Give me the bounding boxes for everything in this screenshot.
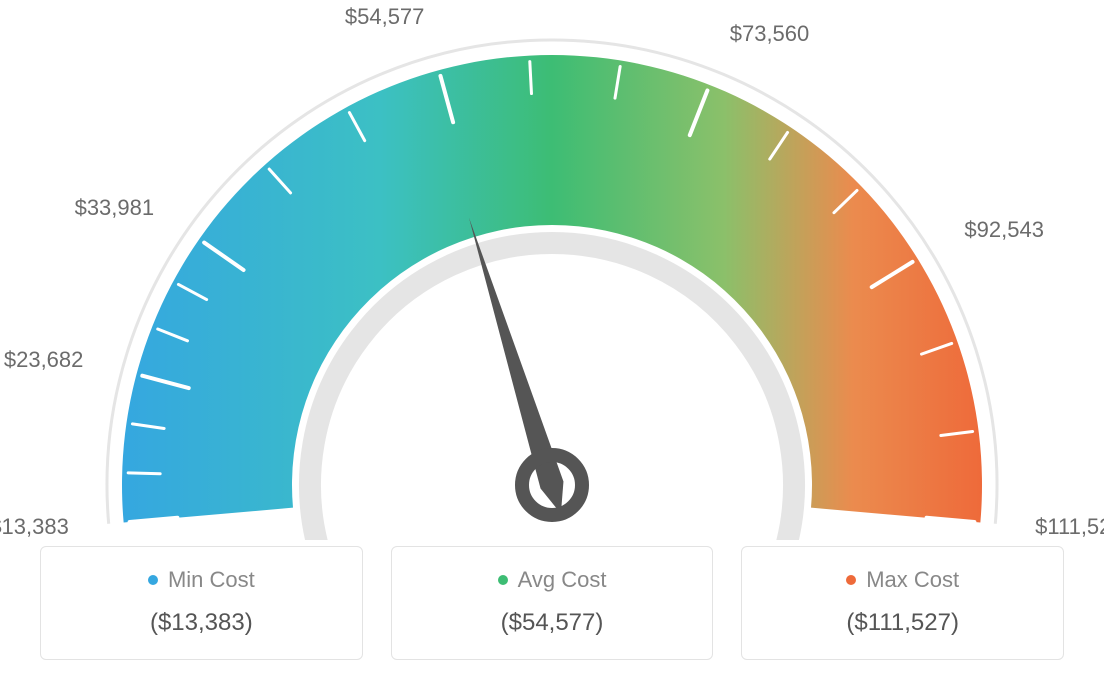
- gauge-tick-label: $111,527: [1035, 514, 1104, 540]
- legend-card-min: Min Cost ($13,383): [40, 546, 363, 660]
- legend-value-avg: ($54,577): [402, 609, 703, 637]
- legend-title-text: Min Cost: [168, 567, 255, 593]
- legend-title-text: Avg Cost: [518, 567, 607, 593]
- gauge-tick-label: $92,543: [964, 217, 1044, 243]
- legend-title-avg: Avg Cost: [498, 567, 607, 593]
- legend-title-min: Min Cost: [148, 567, 255, 593]
- gauge-chart-container: $13,383 $23,682 $33,981 $54,577 $73,560 $92,5…: [0, 0, 1104, 690]
- legend-value-max: ($111,527): [752, 609, 1053, 637]
- gauge: $13,383 $23,682 $33,981 $54,577 $73,560 $92,5…: [0, 0, 1104, 540]
- legend-value-min: ($13,383): [51, 609, 352, 637]
- legend-title-max: Max Cost: [846, 567, 959, 593]
- legend-row: Min Cost ($13,383) Avg Cost ($54,577) Ma…: [40, 546, 1064, 660]
- legend-title-text: Max Cost: [866, 567, 959, 593]
- dot-icon: [846, 575, 856, 585]
- gauge-tick-label: $73,560: [730, 21, 810, 47]
- gauge-tick-label: $23,682: [4, 347, 84, 373]
- dot-icon: [148, 575, 158, 585]
- gauge-svg: [0, 0, 1104, 540]
- legend-card-max: Max Cost ($111,527): [741, 546, 1064, 660]
- dot-icon: [498, 575, 508, 585]
- gauge-tick-label: $54,577: [345, 4, 425, 30]
- legend-card-avg: Avg Cost ($54,577): [391, 546, 714, 660]
- gauge-tick-label: $33,981: [75, 195, 155, 221]
- gauge-tick-label: $13,383: [0, 514, 69, 540]
